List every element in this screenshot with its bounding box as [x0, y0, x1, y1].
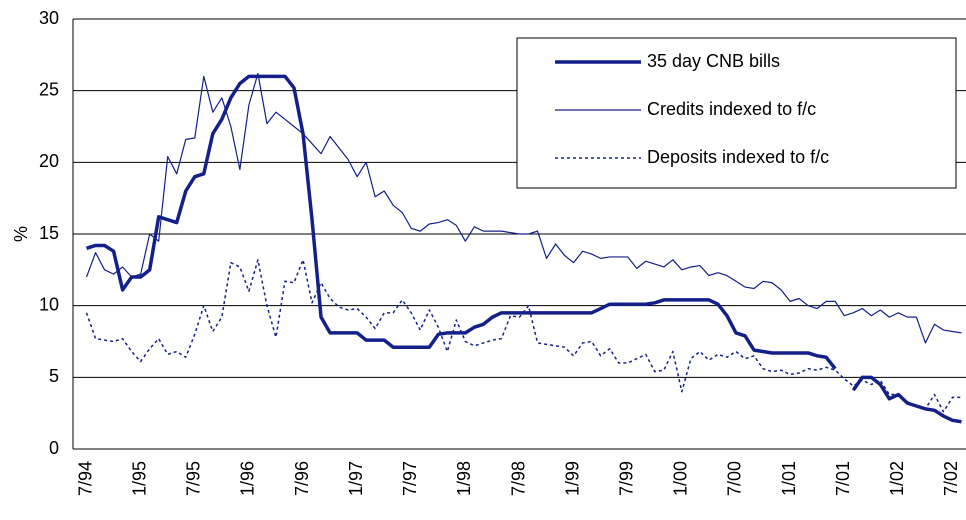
x-tick-label: 7/99 — [616, 461, 636, 496]
y-axis-label: % — [11, 226, 31, 242]
y-tick-label: 5 — [49, 366, 59, 386]
x-tick-label: 1/00 — [671, 461, 691, 496]
y-tick-label: 20 — [39, 151, 59, 171]
x-tick-label: 1/95 — [129, 461, 149, 496]
x-tick-label: 1/96 — [238, 461, 258, 496]
legend-label: Deposits indexed to f/c — [647, 147, 829, 167]
x-tick-label: 7/94 — [75, 461, 95, 496]
x-tick-label: 7/97 — [400, 461, 420, 496]
series-line — [85, 259, 962, 413]
x-tick-label: 7/00 — [725, 461, 745, 496]
x-tick-label: 7/95 — [184, 461, 204, 496]
x-tick-label: 1/97 — [346, 461, 366, 496]
y-tick-label: 0 — [49, 438, 59, 458]
y-tick-label: 30 — [39, 8, 59, 28]
y-tick-label: 10 — [39, 294, 59, 314]
y-tick-label: 15 — [39, 223, 59, 243]
series-line — [85, 72, 962, 344]
x-tick-label: 7/01 — [833, 461, 853, 496]
series-line — [86, 74, 962, 424]
x-tick-label: 1/02 — [887, 461, 907, 496]
x-tick-label: 7/02 — [941, 461, 961, 496]
x-tick-label: 1/99 — [562, 461, 582, 496]
x-tick-label: 1/01 — [779, 461, 799, 496]
x-tick-label: 1/98 — [454, 461, 474, 496]
legend-label: 35 day CNB bills — [647, 51, 780, 71]
x-tick-label: 7/96 — [292, 461, 312, 496]
y-tick-label: 25 — [39, 79, 59, 99]
x-tick-label: 7/98 — [508, 461, 528, 496]
legend-label: Credits indexed to f/c — [647, 99, 816, 119]
